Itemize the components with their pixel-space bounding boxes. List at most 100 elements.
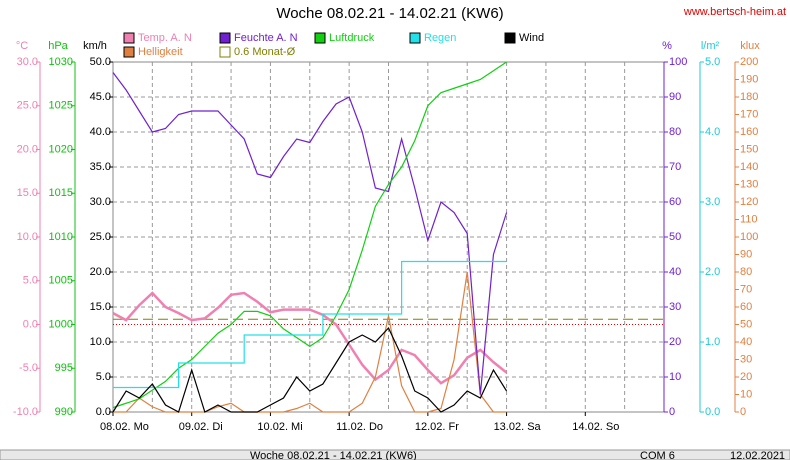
y-tick-label: 0: [669, 406, 675, 418]
y-tick-label: 0.0: [705, 406, 720, 418]
y-tick-label: 50.0: [90, 56, 111, 68]
y-tick-label: 990: [55, 406, 73, 418]
y-tick-label: 25.0: [90, 231, 111, 243]
legend-label: Regen: [424, 32, 456, 44]
axis-unit: klux: [740, 40, 760, 52]
y-tick-label: 150: [740, 143, 758, 155]
legend-swatch: [123, 32, 135, 44]
y-tick-label: 50: [669, 231, 681, 243]
legend-label: 0.6 Monat-Ø: [234, 46, 296, 58]
legend-swatch: [219, 32, 231, 44]
axis-unit: hPa: [48, 40, 68, 52]
y-tick-label: 3.0: [705, 196, 720, 208]
y-tick-label: 5.0: [23, 275, 38, 287]
y-tick-label: -5.0: [19, 362, 38, 374]
y-tick-label: 190: [740, 73, 758, 85]
legend-label: Wind: [519, 32, 544, 44]
y-tick-label: 40: [740, 336, 752, 348]
axis-unit: °C: [16, 40, 28, 52]
legend-swatch: [314, 32, 326, 44]
series-line: [112, 291, 508, 385]
y-tick-label: 5.0: [705, 56, 720, 68]
y-tick-label: 170: [740, 108, 758, 120]
y-tick-label: 110: [740, 213, 758, 225]
y-tick-label: 45.0: [90, 91, 111, 103]
legend-swatch: [219, 46, 231, 58]
legend-label: Temp. A. N: [138, 32, 192, 44]
y-tick-label: 140: [740, 161, 758, 173]
y-tick-label: 50: [740, 318, 752, 330]
axis-unit: km/h: [83, 40, 107, 52]
y-tick-label: 30.0: [17, 56, 38, 68]
y-tick-label: 15.0: [17, 187, 38, 199]
y-tick-label: 60: [740, 301, 752, 313]
y-tick-label: 35.0: [90, 161, 111, 173]
axis-unit: l/m²: [701, 40, 720, 52]
x-tick-label: 08.02. Mo: [100, 421, 149, 433]
y-tick-label: 0.0: [23, 318, 38, 330]
series-line: [112, 72, 508, 395]
y-tick-label: 15.0: [90, 301, 111, 313]
series-line: [113, 260, 507, 389]
y-tick-label: 80: [669, 126, 681, 138]
y-tick-label: 10.0: [17, 231, 38, 243]
y-tick-label: 120: [740, 196, 758, 208]
y-tick-label: 1020: [49, 143, 73, 155]
y-tick-label: 1010: [49, 231, 73, 243]
y-tick-label: 70: [669, 161, 681, 173]
y-tick-label: 90: [669, 91, 681, 103]
y-tick-label: 40: [669, 266, 681, 278]
y-tick-label: 5.0: [96, 371, 111, 383]
y-tick-label: 80: [740, 266, 752, 278]
y-tick-label: 200: [740, 56, 758, 68]
y-tick-label: 0: [740, 406, 746, 418]
legend-swatch: [504, 32, 516, 44]
y-tick-label: 20: [669, 336, 681, 348]
legend-swatch: [409, 32, 421, 44]
y-tick-label: 20.0: [90, 266, 111, 278]
legend-label: Feuchte A. N: [234, 32, 298, 44]
x-tick-label: 09.02. Di: [179, 421, 223, 433]
x-tick-label: 13.02. Sa: [494, 421, 542, 433]
y-tick-label: 40.0: [90, 126, 111, 138]
source: www.bertsch-heim.at: [683, 6, 786, 18]
status-text: COM 6: [640, 450, 675, 460]
x-tick-label: 10.02. Mi: [257, 421, 302, 433]
y-tick-label: 0.0: [96, 406, 111, 418]
y-tick-label: 995: [55, 362, 73, 374]
series-line: [112, 326, 508, 413]
y-tick-label: 100: [740, 231, 758, 243]
axis-unit: %: [662, 40, 672, 52]
legend-swatch: [123, 46, 135, 58]
x-tick-label: 11.02. Do: [336, 421, 383, 433]
x-tick-label: 12.02. Fr: [415, 421, 459, 433]
y-tick-label: -10.0: [13, 406, 38, 418]
legend-label: Helligkeit: [138, 46, 183, 58]
y-tick-label: 160: [740, 126, 758, 138]
legend-label: Luftdruck: [329, 32, 375, 44]
y-tick-label: 1000: [49, 318, 73, 330]
y-tick-label: 1.0: [705, 336, 720, 348]
y-tick-label: 4.0: [705, 126, 720, 138]
status-text: Woche 08.02.21 - 14.02.21 (KW6): [250, 450, 417, 460]
y-tick-label: 10: [669, 371, 681, 383]
y-tick-label: 20.0: [17, 143, 38, 155]
y-tick-label: 130: [740, 178, 758, 190]
y-tick-label: 2.0: [705, 266, 720, 278]
y-tick-label: 1015: [49, 187, 73, 199]
y-tick-label: 10.0: [90, 336, 111, 348]
status-bar: [0, 449, 790, 460]
status-text: 12.02.2021: [730, 450, 785, 460]
y-tick-label: 30.0: [90, 196, 111, 208]
y-tick-label: 90: [740, 248, 752, 260]
y-tick-label: 180: [740, 91, 758, 103]
y-tick-label: 30: [669, 301, 681, 313]
y-tick-label: 25.0: [17, 100, 38, 112]
y-tick-label: 70: [740, 283, 752, 295]
y-tick-label: 10: [740, 388, 752, 400]
y-tick-label: 1025: [49, 100, 73, 112]
y-tick-label: 1030: [49, 56, 73, 68]
y-tick-label: 30: [740, 353, 752, 365]
chart-title: Woche 08.02.21 - 14.02.21 (KW6): [276, 5, 503, 22]
